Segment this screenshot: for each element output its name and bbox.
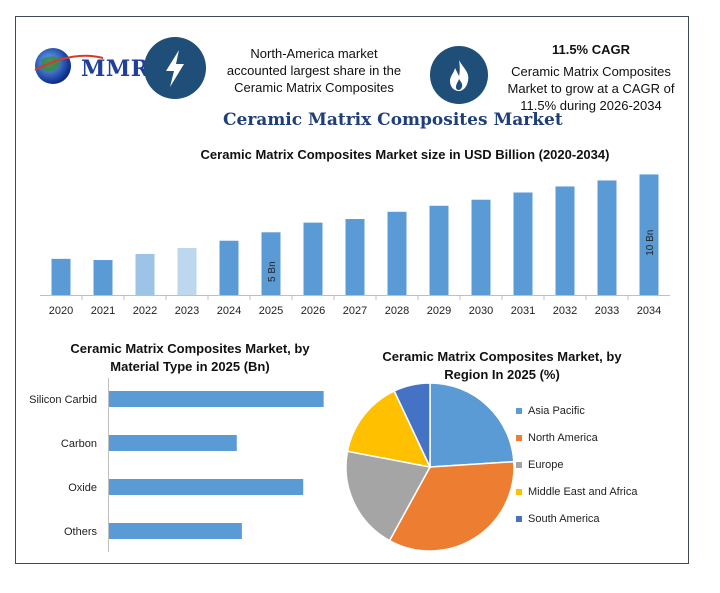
legend-item: Europe <box>516 459 563 471</box>
material-label: Silicon Carbid <box>29 394 97 406</box>
bar-2021 <box>93 260 113 295</box>
material-title-line1: Ceramic Matrix Composites Market, by <box>70 341 310 356</box>
bar-2028 <box>387 211 407 295</box>
region-title-line2: Region In 2025 (%) <box>444 367 560 382</box>
info1-line2: accounted largest share in the <box>226 63 402 78</box>
legend-swatch <box>516 516 522 523</box>
legend-label: Asia Pacific <box>528 405 585 417</box>
pie-slice-south-america <box>393 382 431 468</box>
lightning-bolt-icon <box>144 37 206 99</box>
info1-line3: Ceramic Matrix Composites <box>234 80 394 95</box>
bar-2032 <box>555 186 575 295</box>
cagr-headline: 11.5% CAGR <box>551 42 631 57</box>
legend-item: Middle East and Africa <box>516 486 637 498</box>
x-tick-label-2031: 2031 <box>511 305 535 317</box>
bar-2029 <box>429 205 449 295</box>
material-label: Others <box>64 526 98 538</box>
bar-2022 <box>135 254 155 295</box>
legend-swatch <box>516 435 522 442</box>
material-bar-silicon-carbid <box>109 391 324 407</box>
material-bar-oxide <box>109 479 304 495</box>
material-title-line2: Material Type in 2025 (Bn) <box>110 359 270 374</box>
info1-line1: North-America market <box>250 46 378 61</box>
bar-2027 <box>345 219 365 295</box>
region-chart-title: Ceramic Matrix Composites Market, by Reg… <box>352 348 652 384</box>
bar-2031 <box>513 192 533 295</box>
material-label: Carbon <box>61 438 97 450</box>
legend-swatch <box>516 489 522 496</box>
bar-2026 <box>303 222 323 295</box>
info2-line2: Market to grow at a CAGR of <box>507 81 675 96</box>
material-chart-title: Ceramic Matrix Composites Market, by Mat… <box>40 340 340 376</box>
logo-text: MMR <box>81 56 150 82</box>
material-bar-others <box>109 523 242 539</box>
x-tick-label-2027: 2027 <box>343 305 367 317</box>
legend-swatch <box>516 462 522 469</box>
legend-label: Middle East and Africa <box>528 486 638 498</box>
region-legend: Asia Pacific North America Europe Middle Ea… <box>516 405 686 535</box>
legend-label: Europe <box>528 459 564 471</box>
bar-2030 <box>471 199 491 295</box>
bar-2025 <box>261 232 281 295</box>
bar-2034 <box>639 174 659 295</box>
main-title: Ceramic Matrix Composites Market <box>223 110 563 130</box>
legend-item: North America <box>516 432 598 444</box>
x-tick-label-2034: 2034 <box>637 305 661 317</box>
infographic-frame <box>15 16 689 564</box>
info2-line3: 11.5% during 2026-2034 <box>520 98 662 113</box>
x-tick-label-2020: 2020 <box>49 305 73 317</box>
x-tick-label-2022: 2022 <box>133 305 157 317</box>
bar-2020 <box>51 258 71 295</box>
bar-chart-title: Ceramic Matrix Composites Market size in… <box>200 147 610 162</box>
x-tick-label-2026: 2026 <box>301 305 325 317</box>
x-tick-label-2033: 2033 <box>595 305 619 317</box>
x-tick-label-2029: 2029 <box>427 305 451 317</box>
x-tick-label-2023: 2023 <box>175 305 199 317</box>
x-tick-label-2024: 2024 <box>217 305 241 317</box>
x-tick-label-2028: 2028 <box>385 305 409 317</box>
north-america-info: North-America market accounted largest s… <box>214 45 414 96</box>
bar-2024 <box>219 240 239 295</box>
data-label-2034: 10 Bn <box>645 230 656 256</box>
data-label-2025: 5 Bn <box>267 261 278 282</box>
legend-label: North America <box>528 432 598 444</box>
x-tick-label-2030: 2030 <box>469 305 493 317</box>
region-title-line1: Ceramic Matrix Composites Market, by <box>382 349 622 364</box>
x-tick-label-2025: 2025 <box>259 305 283 317</box>
pie-slice-asia-pacific <box>429 382 515 468</box>
bar-2023 <box>177 247 197 295</box>
legend-swatch <box>516 408 522 415</box>
x-tick-label-2032: 2032 <box>553 305 577 317</box>
mmr-logo: MMR <box>33 40 149 90</box>
flame-icon <box>430 46 488 104</box>
x-tick-label-2021: 2021 <box>91 305 115 317</box>
globe-icon <box>34 48 104 84</box>
legend-item: South America <box>516 513 600 525</box>
material-bar-carbon <box>109 435 237 451</box>
pie-slice-middle-east-and-africa <box>346 389 432 469</box>
legend-item: Asia Pacific <box>516 405 585 417</box>
legend-label: South America <box>528 513 600 525</box>
cagr-info: 11.5% CAGR Ceramic Matrix Composites Mar… <box>496 41 686 114</box>
material-label: Oxide <box>68 482 97 494</box>
pie-slice-europe <box>345 450 432 542</box>
bar-2033 <box>597 180 617 295</box>
info2-line1: Ceramic Matrix Composites <box>511 64 671 79</box>
